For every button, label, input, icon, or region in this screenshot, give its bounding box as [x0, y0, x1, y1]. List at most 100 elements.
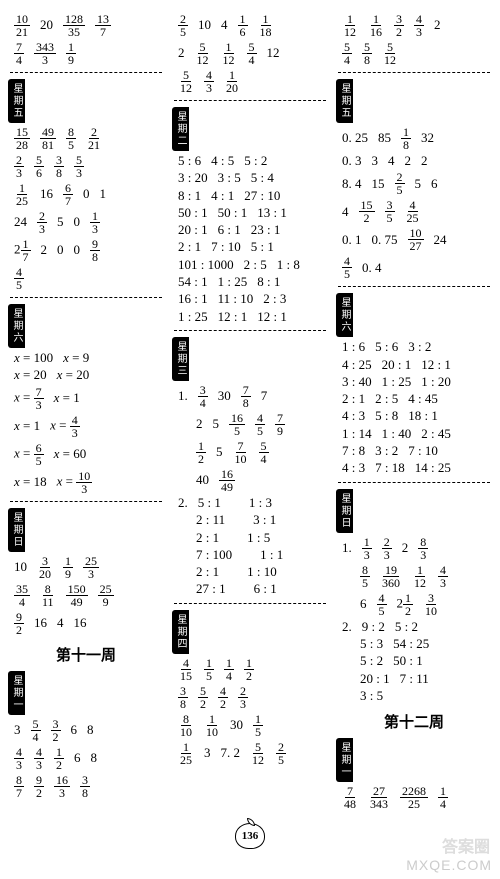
data-row: 2 : 113 : 1 — [178, 513, 328, 527]
data-row: 1032019253 — [14, 555, 164, 580]
watermark-url: MXQE.COM — [406, 857, 492, 873]
data-row: 450. 4 — [342, 255, 492, 280]
data-row: 8. 4152556 — [342, 171, 492, 196]
data-row: 8101103015 — [178, 713, 328, 738]
data-row: 9216416 — [14, 611, 164, 636]
data-row: 7482734322682514 — [342, 785, 492, 810]
day-tag: 星期五 — [336, 79, 353, 123]
data-row: 2 : 11 : 5 — [178, 531, 328, 545]
divider — [338, 72, 490, 73]
day-tag: 星期一 — [8, 671, 25, 715]
data-row: 101 : 10002 : 51 : 8 — [178, 258, 328, 272]
data-row: 1.1323283 — [342, 536, 492, 561]
c1-top: 1021201283513774343319 — [8, 13, 164, 66]
data-row: 2 : 12 : 54 : 45 — [342, 392, 492, 406]
data-row: 0. 10. 75102724 — [342, 227, 492, 252]
c2-si: 415151412 38524223 8101103015 12537. 251225 — [172, 657, 328, 766]
data-row: x = 20x = 20 — [14, 368, 164, 382]
data-row: 2.9 : 25 : 2 — [342, 620, 492, 634]
day-tag: 星期四 — [172, 610, 189, 654]
label-monday-2: 星期一 — [336, 738, 492, 782]
label-monday: 星期一 — [8, 671, 164, 715]
data-row: 5 : 250 : 1 — [342, 654, 492, 668]
c1-wu: 1528498185221 23563853 125166701 24235013 21… — [8, 126, 164, 291]
c2-top: 25104161182512112541251243120 — [172, 13, 328, 94]
data-row: 25121125412 — [178, 41, 328, 66]
data-row: 645212310 — [342, 592, 492, 617]
day-tag: 星期三 — [172, 337, 189, 381]
page-columns: 1021201283513774343319 星期五 1528498185221… — [8, 10, 492, 813]
data-row: 851936011243 — [342, 564, 492, 589]
data-row: 35481115049259 — [14, 583, 164, 608]
divider — [174, 603, 326, 604]
data-row: 1 : 65 : 63 : 2 — [342, 340, 492, 354]
divider — [174, 100, 326, 101]
data-row: 16 : 111 : 102 : 3 — [178, 292, 328, 306]
divider — [338, 482, 490, 483]
data-row: 21720098 — [14, 238, 164, 263]
label-saturday: 星期六 — [8, 304, 164, 348]
data-row: 8 : 14 : 127 : 10 — [178, 189, 328, 203]
label-friday-2: 星期五 — [336, 79, 492, 123]
c3-ri: 1.1323283 851936011243 645212310 2.9 : 25 :… — [336, 536, 492, 703]
c2-san: 1.3430787251654579125710544016492.5 : 11… — [172, 384, 328, 597]
data-row: 3 : 401 : 251 : 20 — [342, 375, 492, 389]
day-tag: 星期日 — [336, 489, 353, 533]
data-row: 7 : 1001 : 1 — [178, 548, 328, 562]
day-tag: 星期二 — [172, 107, 189, 151]
c1-liu: x = 100x = 9x = 20x = 20x = 73x = 1x = 1… — [8, 351, 164, 495]
page-number-badge: 136 — [8, 823, 492, 849]
data-row: 251654579 — [178, 412, 328, 437]
data-row: 51243120 — [178, 69, 328, 94]
week-12-title: 第十二周 — [336, 711, 492, 732]
data-row: 415151412 — [178, 657, 328, 682]
data-row: x = 1x = 43 — [14, 414, 164, 439]
c3-wk12-yi: 7482734322682514 — [336, 785, 492, 810]
data-row: 3 : 5 — [342, 689, 492, 703]
c3-top: 112116324325458512 — [336, 13, 492, 66]
c2-er: 5 : 64 : 55 : 23 : 203 : 55 : 48 : 14 : … — [172, 154, 328, 324]
data-row: 43431268 — [14, 746, 164, 771]
data-row: 401649 — [178, 468, 328, 493]
day-tag: 星期一 — [336, 738, 353, 782]
data-row: 74343319 — [14, 41, 164, 66]
label-sunday-2: 星期日 — [336, 489, 492, 533]
column-1: 1021201283513774343319 星期五 1528498185221… — [8, 10, 164, 813]
data-row: x = 65x = 60 — [14, 442, 164, 467]
data-row: 4 : 35 : 818 : 1 — [342, 409, 492, 423]
label-wednesday: 星期三 — [172, 337, 328, 381]
day-tag: 星期日 — [8, 508, 25, 552]
column-3: 112116324325458512 星期五 0. 258518320. 334… — [336, 10, 492, 813]
c1-ri: 1032019253 35481115049259 9216416 — [8, 555, 164, 636]
data-row: 1.3430787 — [178, 384, 328, 409]
label-thursday: 星期四 — [172, 610, 328, 654]
data-row: 11211632432 — [342, 13, 492, 38]
data-row: 879216338 — [14, 774, 164, 799]
data-row: 0. 33422 — [342, 154, 492, 168]
data-row: 3 : 203 : 55 : 4 — [178, 171, 328, 185]
data-row: 2 : 11 : 10 — [178, 565, 328, 579]
data-row: 12571054 — [178, 440, 328, 465]
data-row: 2 : 17 : 105 : 1 — [178, 240, 328, 254]
label-tuesday: 星期二 — [172, 107, 328, 151]
data-row: 12537. 251225 — [178, 741, 328, 766]
data-row: 27 : 16 : 1 — [178, 582, 328, 596]
label-sunday: 星期日 — [8, 508, 164, 552]
data-row: 24235013 — [14, 210, 164, 235]
data-row: 4 : 2520 : 112 : 1 — [342, 358, 492, 372]
divider — [10, 501, 162, 502]
divider — [10, 72, 162, 73]
data-row: 23563853 — [14, 154, 164, 179]
data-row: 1 : 141 : 402 : 45 — [342, 427, 492, 441]
data-row: 54 : 11 : 258 : 1 — [178, 275, 328, 289]
day-tag: 星期六 — [336, 293, 353, 337]
data-row: 125166701 — [14, 182, 164, 207]
data-row: 1528498185221 — [14, 126, 164, 151]
day-tag: 星期六 — [8, 304, 25, 348]
data-row: x = 100x = 9 — [14, 351, 164, 365]
divider — [10, 297, 162, 298]
c3-liu: 1 : 65 : 63 : 2 4 : 2520 : 112 : 1 3 : 401… — [336, 340, 492, 475]
data-row: 38524223 — [178, 685, 328, 710]
data-row: 415235425 — [342, 199, 492, 224]
c3-wu: 0. 258518320. 334228. 41525564152354250.… — [336, 126, 492, 280]
